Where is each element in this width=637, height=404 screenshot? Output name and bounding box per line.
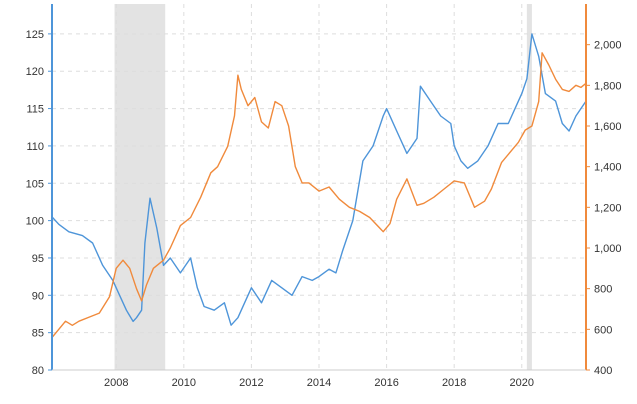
grid	[52, 4, 586, 370]
right-tick-label-2: 800	[594, 284, 612, 296]
right-tick-label-5: 1,400	[594, 162, 622, 174]
x-tick-label-6: 2020	[510, 377, 534, 389]
right-tick-label-0: 400	[594, 365, 612, 377]
right-tick-label-8: 2,000	[594, 40, 622, 52]
left-tick-label-5: 105	[26, 178, 44, 190]
tick-labels: 80 85 90 95 100 105 110 115 120 125 400 600 800 1,000…	[26, 29, 622, 389]
right-tick-label-3: 1,000	[594, 243, 622, 255]
x-tick-label-1: 2010	[172, 377, 196, 389]
left-tick-label-8: 120	[26, 66, 44, 78]
left-tick-label-7: 115	[26, 104, 44, 116]
x-tick-label-0: 2008	[104, 377, 128, 389]
left-tick-label-2: 90	[32, 290, 44, 302]
recession-band-1	[526, 4, 532, 370]
recession-shading	[114, 4, 532, 370]
x-tick-label-5: 2018	[442, 377, 466, 389]
axes	[48, 4, 590, 371]
left-tick-label-1: 85	[32, 328, 44, 340]
series-line-right	[51, 52, 587, 338]
series-layer	[51, 33, 587, 338]
x-tick-label-4: 2016	[374, 377, 398, 389]
left-tick-label-0: 80	[32, 365, 44, 377]
right-tick-label-7: 1,800	[594, 80, 622, 92]
x-tick-label-2: 2012	[239, 377, 263, 389]
right-tick-label-1: 600	[594, 324, 612, 336]
left-tick-label-9: 125	[26, 29, 44, 41]
recession-band-0	[114, 4, 166, 370]
left-tick-label-3: 95	[32, 253, 44, 265]
x-tick-label-3: 2014	[307, 377, 331, 389]
left-tick-label-4: 100	[26, 216, 44, 228]
right-tick-label-4: 1,200	[594, 202, 622, 214]
left-tick-label-6: 110	[26, 141, 44, 153]
right-tick-label-6: 1,600	[594, 121, 622, 133]
